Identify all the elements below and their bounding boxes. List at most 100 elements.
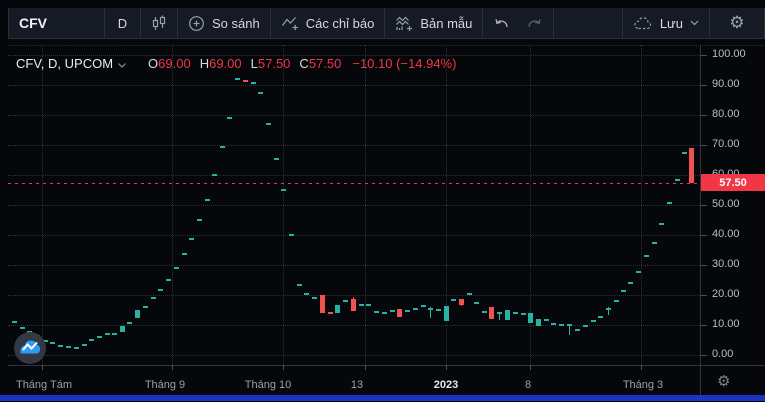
candle-body: [428, 307, 433, 310]
price-tick: [701, 265, 707, 266]
price-tick: [701, 55, 707, 56]
candle-body: [591, 319, 596, 322]
candle-body: [58, 344, 63, 347]
price-tick-label: 30.00: [712, 258, 740, 270]
chart-style-button[interactable]: [141, 8, 178, 38]
last-price-label: 57.50: [701, 174, 765, 191]
candle-body: [12, 320, 17, 323]
price-scale-settings-button[interactable]: ⚙: [717, 372, 731, 390]
h-gridline: [8, 265, 700, 266]
series-title-label: CFV, D, UPCOM: [16, 55, 114, 71]
candle-body: [20, 327, 25, 330]
candle-body: [151, 297, 156, 300]
time-tick: [283, 365, 284, 370]
candle-body: [544, 319, 549, 321]
platform-logo[interactable]: [12, 330, 48, 366]
candle-body: [606, 307, 611, 310]
candle-body: [621, 289, 626, 292]
candle-body: [536, 319, 541, 326]
candle-body: [559, 324, 564, 327]
series-title[interactable]: CFV, D, UPCOM: [16, 56, 126, 71]
time-tick: [42, 365, 43, 370]
time-tick: [365, 365, 366, 370]
candle-body: [312, 297, 317, 300]
zigzag-logo-line: [22, 341, 38, 351]
last-price-line: [8, 182, 700, 184]
candle-wick: [608, 307, 609, 316]
time-tick-label: 2023: [433, 379, 459, 391]
candle-body: [174, 267, 179, 270]
price-tick-label: 20.00: [712, 288, 740, 300]
candle-body: [652, 241, 657, 244]
time-tick: [530, 365, 531, 370]
price-tick: [701, 85, 707, 86]
undo-arrow-icon[interactable]: [493, 15, 510, 31]
bottom-strip: [0, 395, 765, 401]
templates-button[interactable]: Bản mẫu: [385, 8, 484, 38]
price-tick: [701, 325, 707, 326]
candle-body: [459, 298, 464, 305]
time-tick: [446, 365, 447, 370]
price-axis[interactable]: [700, 45, 765, 401]
candle-body: [390, 310, 395, 312]
v-gridline: [172, 45, 173, 365]
legend-high: H69.00: [199, 55, 242, 71]
candle-body: [127, 322, 132, 324]
compare-label: So sánh: [212, 15, 260, 31]
candle-body: [382, 312, 387, 315]
h-gridline: [8, 205, 700, 206]
candle-body: [243, 79, 248, 82]
interval-label: D: [117, 15, 128, 31]
h-gridline: [8, 325, 700, 326]
templates-label: Bản mẫu: [420, 15, 473, 31]
h-gridline: [8, 115, 700, 116]
undo-redo-group: [483, 8, 555, 38]
candle-body: [258, 91, 263, 94]
candlestick-chart-icon: [150, 14, 168, 32]
candle-body: [374, 310, 379, 313]
price-tick-label: 0.00: [712, 348, 734, 360]
legend-close: C57.50: [299, 55, 342, 71]
time-tick-label: 13: [350, 379, 364, 391]
indicators-button[interactable]: Các chỉ báo: [271, 8, 386, 38]
candle-body: [444, 305, 449, 321]
candle-body: [351, 298, 356, 311]
price-tick-label: 50.00: [712, 198, 740, 210]
cloud-icon: [633, 15, 653, 31]
legend-change: −10.10 (−14.94%): [352, 55, 457, 71]
candle-body: [97, 336, 102, 339]
candle-body: [343, 300, 348, 303]
compare-button[interactable]: So sánh: [178, 8, 271, 38]
time-tick-label: Tháng 9: [144, 379, 186, 391]
symbol-button[interactable]: CFV: [9, 8, 105, 38]
h-gridline: [8, 235, 700, 236]
v-gridline: [42, 45, 43, 365]
redo-arrow-icon[interactable]: [526, 15, 543, 31]
candle-body: [474, 301, 479, 304]
candle-body: [205, 199, 210, 201]
candle-body: [27, 331, 32, 333]
price-tick: [701, 205, 707, 206]
price-tick-label: 40.00: [712, 228, 740, 240]
candle-body: [50, 342, 55, 345]
candle-body: [583, 325, 588, 327]
candle-body: [567, 324, 572, 327]
candle-body: [682, 151, 687, 154]
candle-wick: [569, 324, 570, 335]
candle-body: [297, 283, 302, 286]
chart-legend: CFV, D, UPCOM O69.00 H69.00 L57.50 C57.5…: [16, 55, 456, 71]
candle-body: [451, 298, 456, 301]
interval-button[interactable]: D: [105, 8, 141, 38]
save-button[interactable]: Lưu: [623, 8, 710, 38]
price-tick-label: 80.00: [712, 108, 740, 120]
candle-body: [212, 174, 217, 177]
price-tick-label: 70.00: [712, 138, 740, 150]
time-tick-label: 8: [524, 379, 532, 391]
time-axis[interactable]: [8, 365, 765, 402]
candle-body: [182, 253, 187, 255]
candle-body: [281, 189, 286, 192]
candle-body: [105, 333, 110, 336]
candle-body: [235, 78, 240, 81]
